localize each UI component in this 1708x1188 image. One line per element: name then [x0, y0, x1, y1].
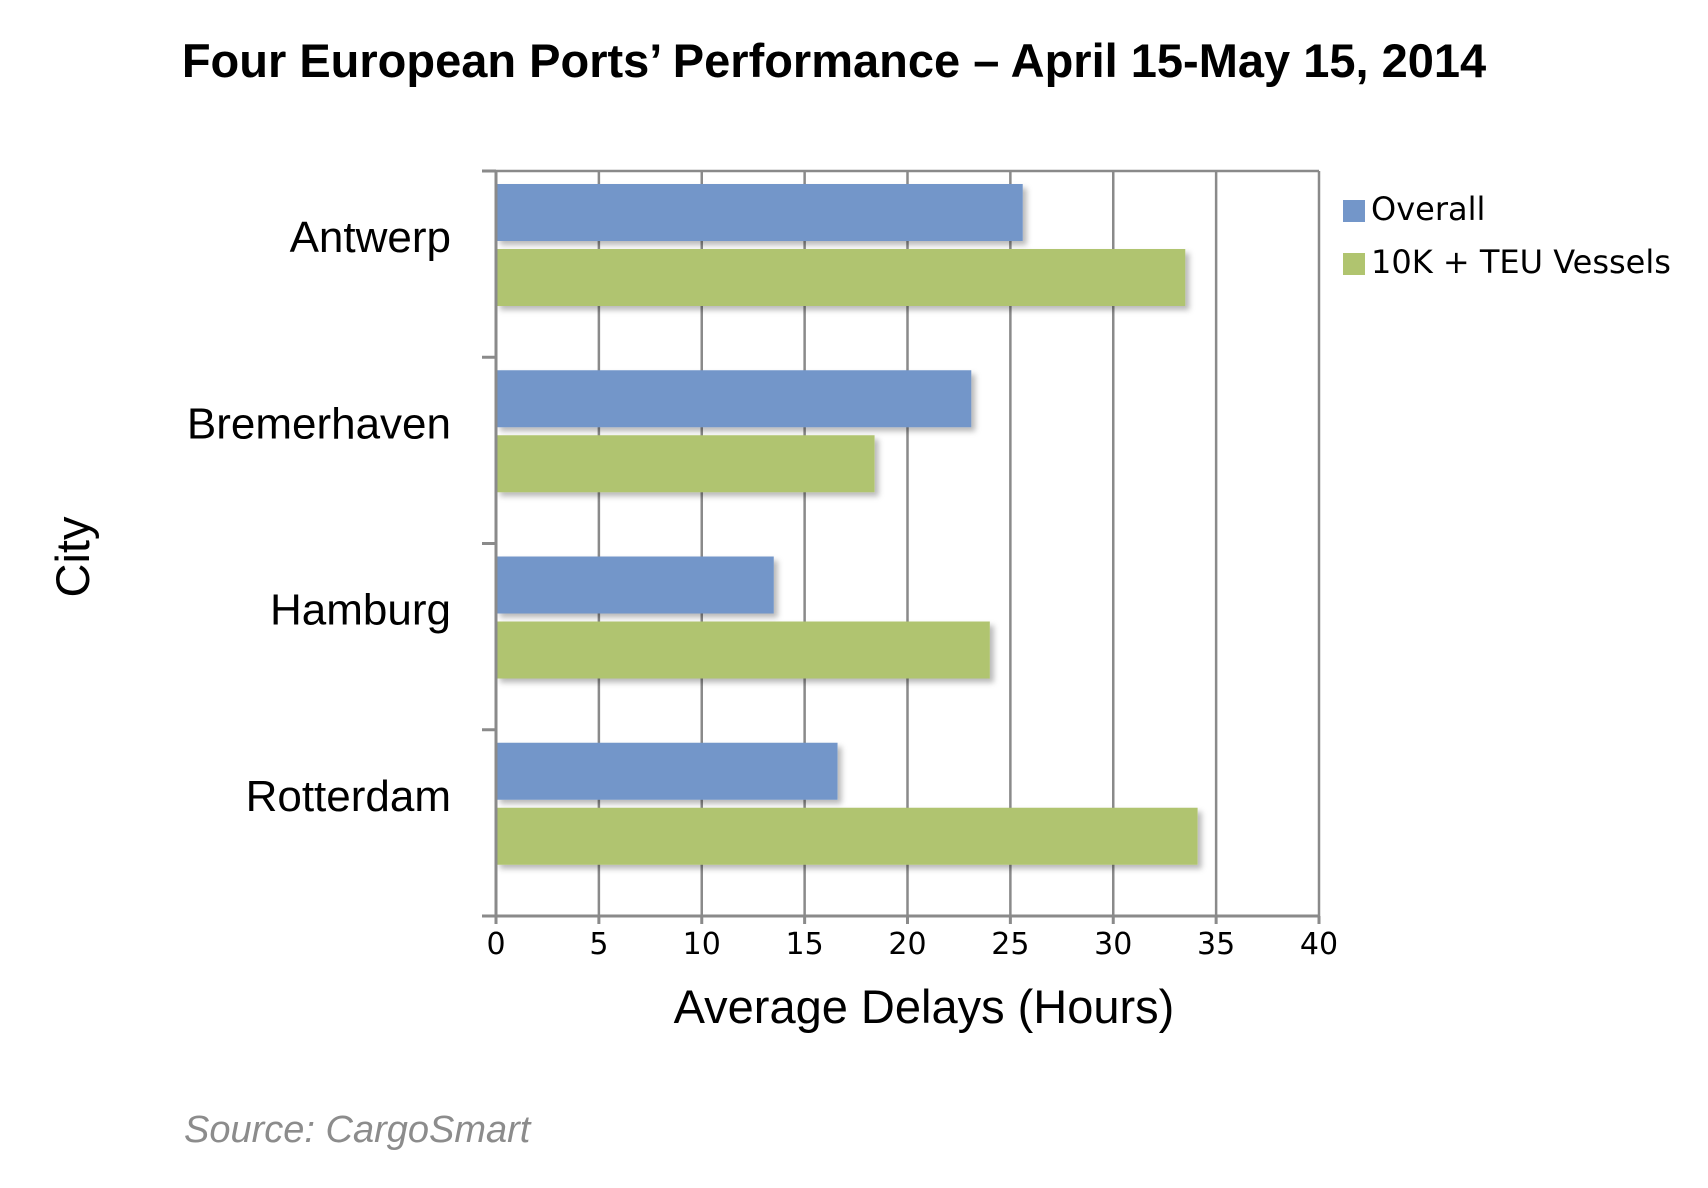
legend-swatch-overall	[1343, 200, 1365, 222]
axes	[482, 169, 1321, 924]
legend: Overall 10K + TEU Vessels	[1343, 190, 1671, 281]
bar-hamburg-teu-vessels	[496, 621, 990, 679]
category-labels: Antwerp Bremerhaven Hamburg Rotterdam	[187, 213, 451, 821]
bar-bremerhaven-teu-vessels	[496, 435, 875, 493]
chart-title: Four European Ports’ Performance – April…	[182, 34, 1486, 87]
x-tick-label-15: 15	[786, 927, 824, 962]
category-label-hamburg: Hamburg	[270, 586, 451, 635]
x-tick-label-5: 5	[589, 927, 608, 962]
category-label-antwerp: Antwerp	[290, 213, 451, 262]
category-label-bremerhaven: Bremerhaven	[187, 399, 451, 448]
legend-label-overall: Overall	[1371, 190, 1485, 228]
category-label-rotterdam: Rotterdam	[246, 772, 451, 821]
bars	[496, 184, 1198, 865]
legend-label-teu-vessels: 10K + TEU Vessels	[1371, 243, 1671, 281]
y-axis-title: City	[46, 516, 99, 597]
x-tick-label-0: 0	[486, 927, 505, 962]
x-tick-label-10: 10	[683, 927, 721, 962]
legend-swatch-teu-vessels	[1343, 253, 1365, 275]
bar-rotterdam-overall	[496, 742, 838, 800]
bar-rotterdam-teu-vessels	[496, 807, 1198, 865]
bar-antwerp-teu-vessels	[496, 249, 1186, 306]
x-tick-label-30: 30	[1094, 927, 1132, 962]
x-tick-label-40: 40	[1300, 927, 1338, 962]
x-tick-label-25: 25	[991, 927, 1029, 962]
x-axis-title: Average Delays (Hours)	[674, 980, 1175, 1033]
bar-bremerhaven-overall	[496, 370, 972, 428]
bar-hamburg-overall	[496, 556, 774, 614]
x-tick-label-35: 35	[1197, 927, 1235, 962]
bar-antwerp-overall	[496, 184, 1023, 241]
x-tick-label-20: 20	[888, 927, 926, 962]
x-tick-labels: 0 5 10 15 20 25 30 35 40	[486, 927, 1338, 962]
source-note: Source: CargoSmart	[184, 1109, 532, 1151]
